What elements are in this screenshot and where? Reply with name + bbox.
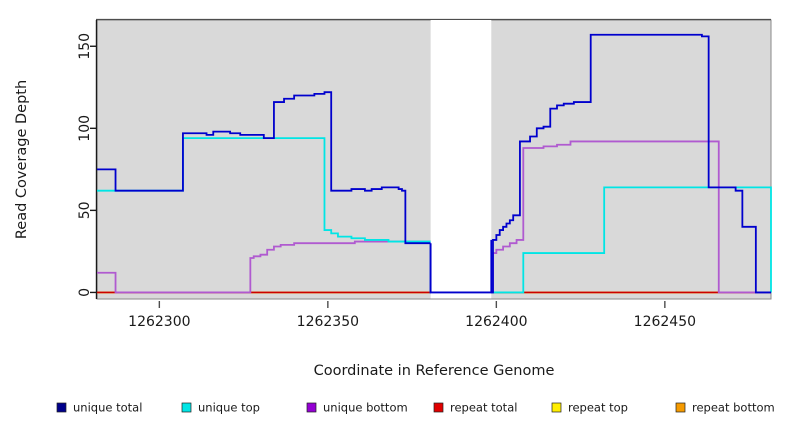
y-axis-title: Read Coverage Depth xyxy=(14,80,30,239)
legend-swatch xyxy=(551,402,562,413)
legend-item-unique-total[interactable]: unique total xyxy=(56,401,142,415)
legend-item-unique-top[interactable]: unique top xyxy=(181,401,260,415)
x-tick-label: 1262350 xyxy=(297,314,359,330)
legend-item-repeat-top[interactable]: repeat top xyxy=(551,401,628,415)
x-tick-label: 1262450 xyxy=(634,314,696,330)
legend-item-repeat-bottom[interactable]: repeat bottom xyxy=(675,401,775,415)
legend-label: unique bottom xyxy=(323,401,408,415)
legend-label: repeat bottom xyxy=(692,401,775,415)
x-axis-title: Coordinate in Reference Genome xyxy=(314,363,555,379)
coverage-gap-region xyxy=(430,20,492,299)
y-tick-label: 150 xyxy=(77,33,93,60)
x-tick-label: 1262400 xyxy=(465,314,527,330)
y-tick-label: 0 xyxy=(77,288,93,297)
legend-item-unique-bottom[interactable]: unique bottom xyxy=(306,401,408,415)
axes xyxy=(90,18,771,308)
series-line-unique-total xyxy=(97,33,771,294)
y-tick-label: 100 xyxy=(77,115,93,142)
data-series-layer xyxy=(97,20,772,299)
legend-label: repeat top xyxy=(568,401,628,415)
series-line-unique-top xyxy=(97,137,772,294)
legend-swatch xyxy=(675,402,686,413)
y-tick-label: 50 xyxy=(77,201,93,219)
series-line-gap-unique-total xyxy=(429,239,493,294)
legend-swatch xyxy=(56,402,67,413)
legend-label: repeat total xyxy=(450,401,517,415)
legend-swatch xyxy=(433,402,444,413)
legend-swatch xyxy=(306,402,317,413)
x-tick-label: 1262300 xyxy=(128,314,190,330)
legend-label: unique total xyxy=(73,401,142,415)
legend-item-repeat-total[interactable]: repeat total xyxy=(433,401,517,415)
axis-labels: 0501001501262300126235012624001262450126… xyxy=(14,33,696,379)
legend-swatch xyxy=(181,402,192,413)
legend-label: unique top xyxy=(198,401,260,415)
chart-legend[interactable]: unique total unique top unique bottom repea… xyxy=(56,401,775,415)
